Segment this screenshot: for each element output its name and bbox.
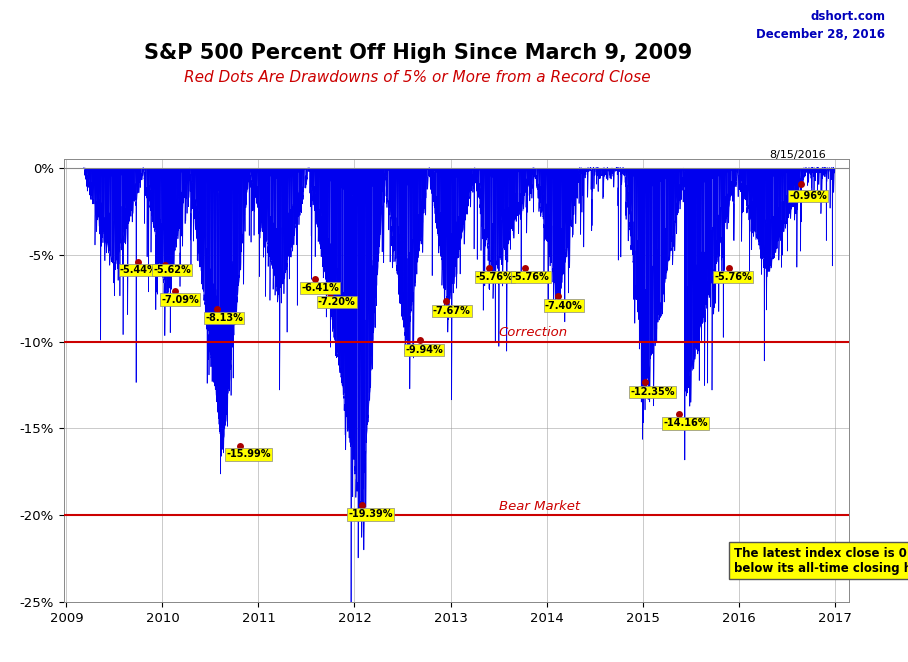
Text: December 28, 2016: December 28, 2016 <box>756 28 885 41</box>
Text: -15.99%: -15.99% <box>226 449 271 459</box>
Text: The latest index close is 0.96%
below its all-time closing high.: The latest index close is 0.96% below it… <box>734 547 908 575</box>
Text: -5.76%: -5.76% <box>512 272 549 282</box>
Text: S&P 500 Percent Off High Since March 9, 2009: S&P 500 Percent Off High Since March 9, … <box>143 43 692 63</box>
Text: Red Dots Are Drawdowns of 5% or More from a Record Close: Red Dots Are Drawdowns of 5% or More fro… <box>184 70 651 85</box>
Text: -5.76%: -5.76% <box>476 272 513 282</box>
Text: -7.40%: -7.40% <box>545 301 583 310</box>
Text: Bear Market: Bear Market <box>498 500 579 513</box>
Text: dshort.com: dshort.com <box>810 10 885 23</box>
Text: -14.16%: -14.16% <box>664 418 708 428</box>
Text: -8.13%: -8.13% <box>205 313 243 323</box>
Text: -0.96%: -0.96% <box>790 191 827 201</box>
Text: -7.20%: -7.20% <box>318 297 356 307</box>
Text: -5.76%: -5.76% <box>715 272 752 282</box>
Text: -12.35%: -12.35% <box>630 387 675 397</box>
Text: -5.62%: -5.62% <box>153 265 192 275</box>
Text: -6.41%: -6.41% <box>301 283 340 293</box>
Text: -7.67%: -7.67% <box>433 306 470 316</box>
Text: 8/15/2016: 8/15/2016 <box>770 150 826 160</box>
Text: -7.09%: -7.09% <box>161 295 199 305</box>
Text: -5.44%: -5.44% <box>120 265 157 275</box>
Text: -19.39%: -19.39% <box>348 509 392 520</box>
Text: Correction: Correction <box>498 326 568 339</box>
Text: -9.94%: -9.94% <box>405 345 443 355</box>
